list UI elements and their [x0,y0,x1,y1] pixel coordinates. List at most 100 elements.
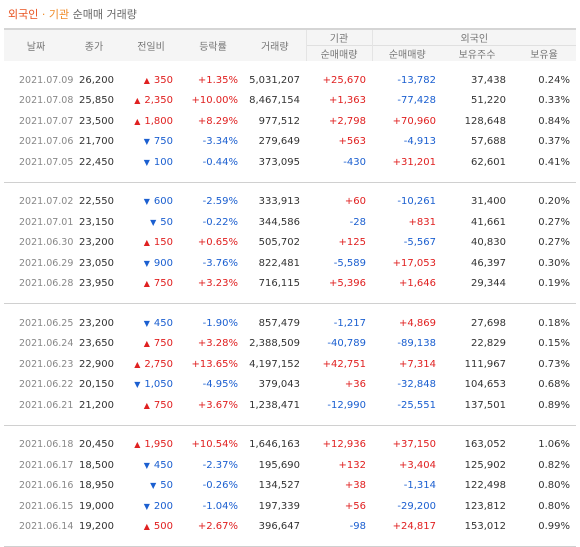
header-holdings: 보유주수 [442,46,512,62]
arrow-down-icon: ▼ [144,319,150,328]
cell-ratio: 0.82% [512,455,576,476]
cell-date: 2021.06.28 [4,274,68,295]
cell-foreign-net: -10,261 [372,192,442,213]
cell-date: 2021.06.30 [4,233,68,254]
arrow-down-icon: ▼ [144,158,150,167]
cell-ratio: 0.99% [512,517,576,538]
cell-inst-net: +42,751 [306,354,372,375]
arrow-down-icon: ▼ [144,259,150,268]
header-ratio: 보유율 [512,46,576,62]
cell-date: 2021.07.08 [4,91,68,112]
cell-ratio: 0.19% [512,274,576,295]
cell-close: 18,500 [68,455,120,476]
cell-volume: 2,388,509 [244,334,306,355]
cell-close: 25,850 [68,91,120,112]
cell-inst-net: +1,363 [306,91,372,112]
arrow-up-icon: ▲ [144,238,150,247]
cell-date: 2021.06.23 [4,354,68,375]
cell-change: ▲750 [120,274,182,295]
arrow-up-icon: ▲ [134,360,140,369]
cell-volume: 857,479 [244,313,306,334]
cell-change-value: 450 [154,460,173,471]
cell-inst-net: +25,670 [306,70,372,91]
cell-change: ▲350 [120,70,182,91]
cell-date: 2021.06.24 [4,334,68,355]
cell-volume: 977,512 [244,111,306,132]
cell-volume: 716,115 [244,274,306,295]
cell-volume: 396,647 [244,517,306,538]
cell-change: ▲750 [120,334,182,355]
cell-close: 23,150 [68,212,120,233]
arrow-up-icon: ▲ [134,96,140,105]
cell-inst-net: -430 [306,152,372,173]
cell-volume: 344,586 [244,212,306,233]
cell-volume: 4,197,152 [244,354,306,375]
title-net-volume: 순매매 거래량 [73,8,137,21]
cell-holdings: 111,967 [442,354,512,375]
cell-volume: 373,095 [244,152,306,173]
cell-volume: 379,043 [244,375,306,396]
cell-volume: 1,238,471 [244,395,306,416]
cell-foreign-net: -89,138 [372,334,442,355]
cell-holdings: 137,501 [442,395,512,416]
header-volume: 거래량 [244,29,306,61]
cell-inst-net: -98 [306,517,372,538]
cell-close: 21,200 [68,395,120,416]
cell-rate: -4.95% [182,375,244,396]
cell-date: 2021.06.14 [4,517,68,538]
cell-rate: +0.65% [182,233,244,254]
cell-change: ▼450 [120,313,182,334]
cell-change: ▼50 [120,476,182,497]
cell-inst-net: +60 [306,192,372,213]
cell-ratio: 0.68% [512,375,576,396]
cell-close: 18,950 [68,476,120,497]
cell-holdings: 31,400 [442,192,512,213]
cell-ratio: 0.20% [512,192,576,213]
cell-change: ▼1,050 [120,375,182,396]
arrow-up-icon: ▲ [144,339,150,348]
cell-close: 21,700 [68,132,120,153]
arrow-up-icon: ▲ [134,440,140,449]
cell-inst-net: +125 [306,233,372,254]
cell-change-value: 750 [154,136,173,147]
cell-date: 2021.07.01 [4,212,68,233]
cell-volume: 195,690 [244,455,306,476]
cell-change-value: 2,750 [144,359,173,370]
cell-ratio: 0.24% [512,70,576,91]
cell-foreign-net: -13,782 [372,70,442,91]
cell-change-value: 200 [154,501,173,512]
cell-holdings: 22,829 [442,334,512,355]
arrow-up-icon: ▲ [134,117,140,126]
cell-volume: 279,649 [244,132,306,153]
cell-holdings: 51,220 [442,91,512,112]
cell-change: ▼600 [120,192,182,213]
cell-rate: -3.76% [182,253,244,274]
arrow-up-icon: ▲ [144,76,150,85]
cell-change-value: 750 [154,400,173,411]
cell-inst-net: +56 [306,496,372,517]
cell-rate: -2.59% [182,192,244,213]
cell-foreign-net: -1,314 [372,476,442,497]
cell-foreign-net: +3,404 [372,455,442,476]
cell-holdings: 128,648 [442,111,512,132]
cell-close: 23,650 [68,334,120,355]
cell-change: ▼200 [120,496,182,517]
cell-holdings: 123,812 [442,496,512,517]
cell-holdings: 122,498 [442,476,512,497]
cell-change: ▲1,950 [120,435,182,456]
cell-date: 2021.06.16 [4,476,68,497]
cell-rate: +8.29% [182,111,244,132]
cell-foreign-net: -25,551 [372,395,442,416]
cell-rate: +3.23% [182,274,244,295]
cell-inst-net: -5,589 [306,253,372,274]
cell-ratio: 0.18% [512,313,576,334]
cell-holdings: 41,661 [442,212,512,233]
cell-close: 19,000 [68,496,120,517]
